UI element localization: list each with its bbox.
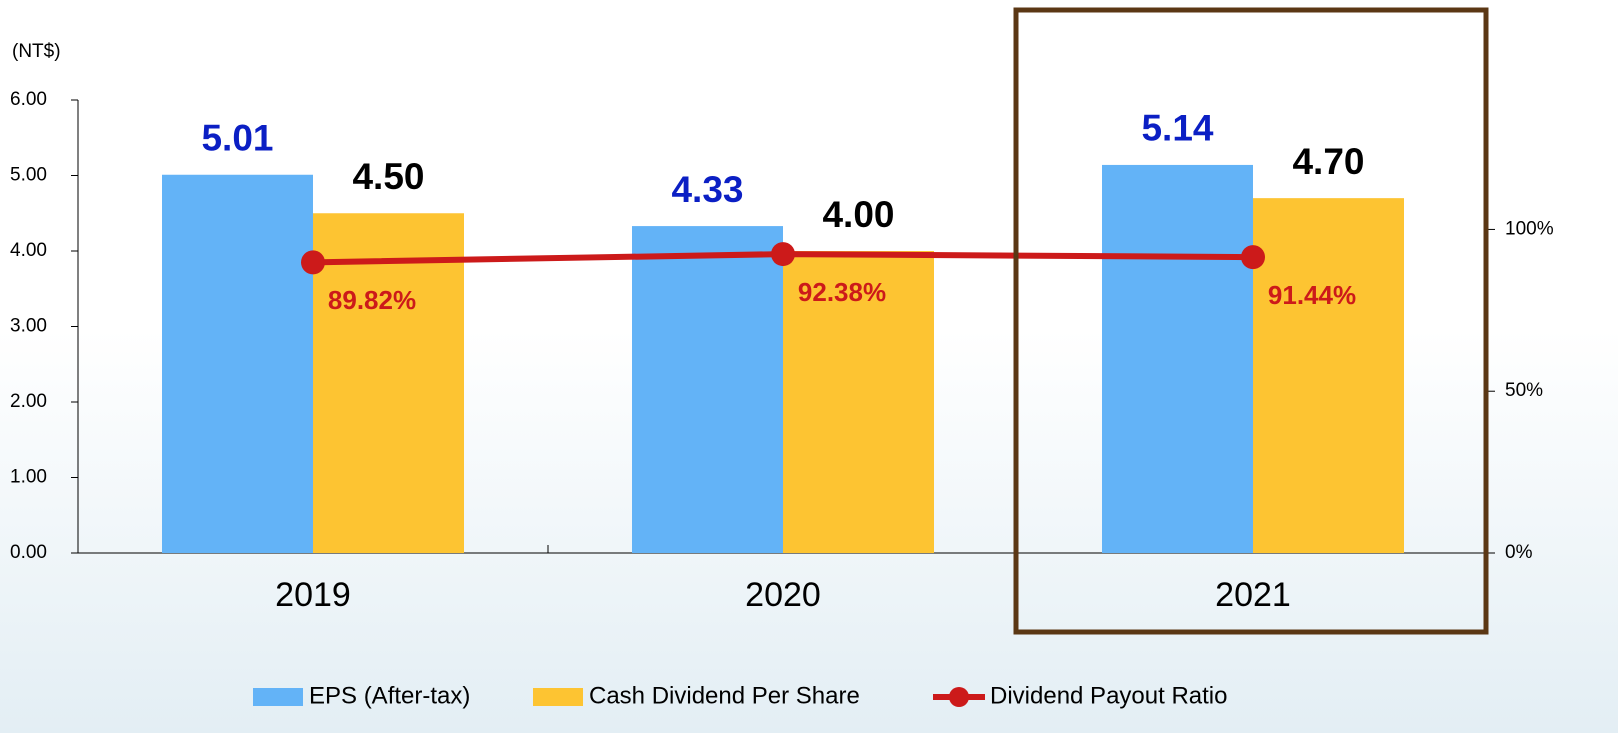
legend-swatch [949,687,969,707]
y-tick-label: 4.00 [10,240,47,261]
bar [162,174,313,553]
legend-label: Dividend Payout Ratio [990,682,1227,709]
y-tick-label: 3.00 [10,316,47,337]
y-tick-label: 5.00 [10,165,47,186]
data-label: 5.01 [201,118,273,159]
legend-swatch [533,688,583,706]
y-tick-label: 2.00 [10,391,47,412]
bar [783,251,934,553]
y-tick-label: 6.00 [10,89,47,110]
line-marker [1241,245,1265,270]
line-marker [301,250,325,275]
y2-tick-label: 0% [1505,542,1533,563]
bar [313,213,464,553]
data-label: 91.44% [1268,280,1356,310]
data-label: 4.70 [1292,141,1364,182]
bar [1253,198,1404,553]
data-label: 5.14 [1141,108,1213,149]
x-tick-label: 2021 [1215,576,1291,614]
data-label: 4.50 [352,156,424,197]
y-axis-label: (NT$) [12,41,61,62]
x-tick-label: 2020 [745,576,821,614]
y-tick-label: 0.00 [10,542,47,563]
y2-tick-label: 100% [1505,218,1554,239]
data-label: 89.82% [328,285,416,315]
x-tick-label: 2019 [275,576,351,614]
highlight-box [1013,7,1489,635]
bar [1102,164,1253,553]
data-label: 92.38% [798,277,886,307]
data-label: 4.00 [822,194,894,235]
legend-label: Cash Dividend Per Share [589,682,860,709]
bar [632,226,783,553]
y-tick-label: 1.00 [10,467,47,488]
legend-swatch [253,688,303,706]
data-label: 4.33 [671,169,743,210]
line-marker [771,242,795,267]
legend-label: EPS (After-tax) [309,682,470,709]
y2-tick-label: 50% [1505,380,1543,401]
